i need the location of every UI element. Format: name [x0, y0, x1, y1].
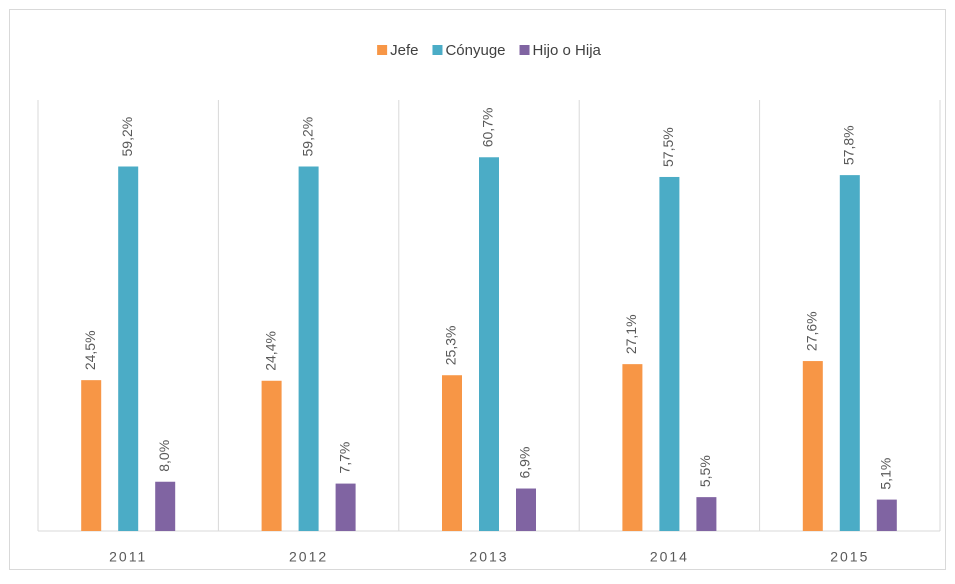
value-label: 5,1% [878, 458, 894, 490]
bar [81, 380, 102, 531]
legend-swatch [377, 45, 388, 55]
bar [118, 166, 139, 532]
value-label: 57,5% [660, 127, 676, 167]
legend-swatch [519, 45, 530, 55]
value-label: 24,5% [82, 330, 98, 370]
x-tick-label: 2013 [469, 549, 508, 565]
x-tick-label: 2014 [650, 549, 689, 565]
value-label: 60,7% [480, 108, 496, 148]
value-label: 59,2% [119, 117, 135, 157]
value-label: 27,6% [804, 311, 820, 351]
x-tick-label: 2011 [109, 549, 147, 565]
legend-text: Jefe [390, 42, 418, 59]
bar [876, 499, 897, 531]
bar [516, 488, 536, 531]
value-label: 8,0% [156, 440, 172, 472]
bar [442, 375, 462, 531]
bar [802, 361, 823, 531]
bar [261, 380, 282, 531]
chart-border [9, 9, 946, 570]
legend-text: Cónyuge [445, 42, 505, 59]
value-label: 5,5% [697, 455, 713, 487]
value-label: 24,4% [262, 331, 278, 371]
bar [155, 481, 176, 531]
bar [335, 483, 356, 531]
value-label: 25,3% [443, 326, 459, 366]
value-label: 6,9% [517, 447, 533, 479]
legend-text: Hijo o Hija [533, 42, 602, 59]
legend-swatch [432, 45, 443, 55]
value-label: 27,1% [623, 314, 639, 354]
value-label: 57,8% [841, 125, 857, 165]
x-tick-label: 2012 [289, 549, 328, 565]
bar [298, 166, 319, 532]
value-label: 59,2% [299, 117, 315, 157]
bar [696, 497, 717, 531]
bar [479, 157, 499, 532]
value-label: 7,7% [336, 442, 352, 474]
x-tick-label: 2015 [830, 549, 869, 565]
bar [622, 364, 643, 531]
bar [839, 175, 860, 532]
bar [659, 176, 680, 531]
